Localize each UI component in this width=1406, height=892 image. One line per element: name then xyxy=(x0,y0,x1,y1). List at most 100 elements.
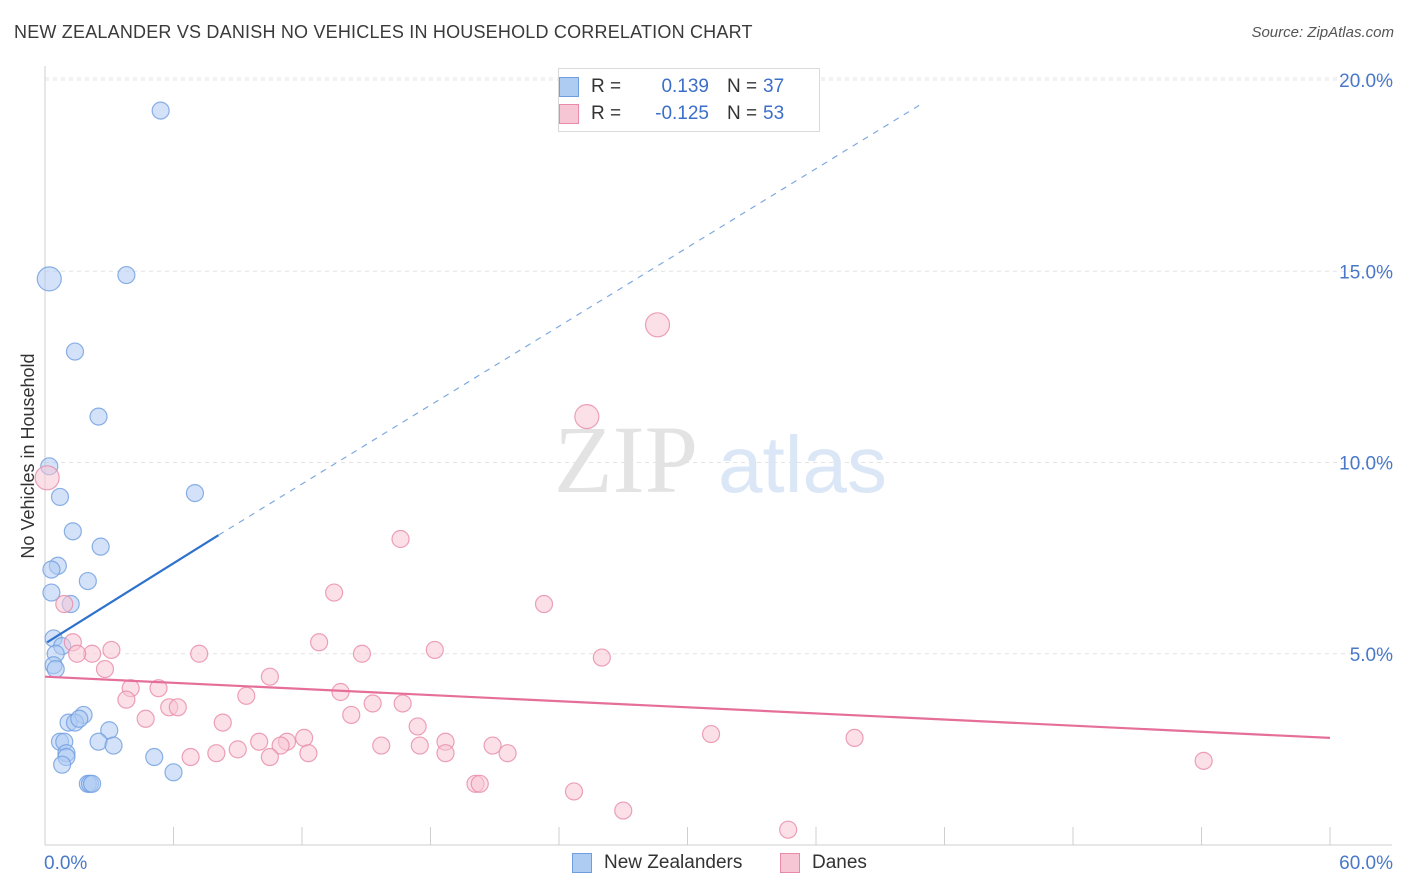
y-tick-label: 20.0% xyxy=(1339,71,1393,92)
point-danes xyxy=(779,820,798,839)
point-danes xyxy=(190,644,209,663)
point-danes xyxy=(534,594,554,614)
point-new-zealanders xyxy=(89,407,108,426)
point-new-zealanders xyxy=(53,755,72,774)
x-tick-label-max: 60.0% xyxy=(1339,853,1393,874)
point-new-zealanders xyxy=(65,342,85,361)
point-danes xyxy=(295,728,314,748)
point-new-zealanders xyxy=(104,736,123,755)
point-danes xyxy=(213,713,232,732)
legend-r-label: R = xyxy=(591,76,622,97)
point-danes xyxy=(372,736,391,755)
point-new-zealanders xyxy=(151,101,170,120)
point-danes xyxy=(250,732,269,751)
point-danes xyxy=(614,801,633,820)
legend-row-new-zealanders: R = 0.139 N = 37 xyxy=(559,74,785,100)
point-danes xyxy=(363,694,382,713)
point-danes xyxy=(470,774,489,793)
legend-n-value: 37 xyxy=(763,76,785,97)
point-danes xyxy=(408,717,427,736)
series-swatch-blue xyxy=(572,853,592,873)
legend-row-danes: R = -0.125 N = 53 xyxy=(559,101,785,127)
point-danes xyxy=(55,594,74,614)
series-legend-danes[interactable]: Danes xyxy=(780,852,867,874)
point-new-zealanders xyxy=(145,747,164,767)
legend-r-value: 0.139 xyxy=(661,76,709,97)
legend-swatch-pink xyxy=(559,104,579,124)
point-danes xyxy=(564,782,584,801)
point-danes xyxy=(260,667,279,686)
point-danes xyxy=(68,644,87,663)
legend-r-label: R = xyxy=(591,103,622,124)
point-danes xyxy=(117,690,136,709)
series-label: New Zealanders xyxy=(604,852,743,873)
point-new-zealanders xyxy=(42,583,61,602)
point-danes xyxy=(228,740,247,759)
point-danes xyxy=(425,640,444,660)
point-danes xyxy=(102,640,121,660)
legend-n-value: 53 xyxy=(763,103,785,124)
legend-swatch-blue xyxy=(559,77,579,97)
point-danes xyxy=(310,633,329,652)
point-danes xyxy=(574,404,600,430)
point-new-zealanders xyxy=(89,732,108,751)
y-tick-label: 15.0% xyxy=(1339,262,1393,283)
y-axis-label: No Vehicles in Household xyxy=(18,353,38,558)
point-danes xyxy=(181,747,200,767)
tick-labels: 5.0% 10.0% 15.0% 20.0% 0.0% 60.0% xyxy=(44,71,1393,874)
series-swatch-pink xyxy=(780,853,800,873)
watermark-atlas: atlas xyxy=(718,420,887,509)
point-new-zealanders xyxy=(42,560,61,579)
trend-line-new-zealanders xyxy=(46,534,220,644)
point-danes xyxy=(498,744,517,763)
point-danes xyxy=(168,698,187,717)
point-new-zealanders xyxy=(83,774,102,793)
point-danes xyxy=(325,583,344,602)
point-danes xyxy=(342,705,361,725)
point-new-zealanders xyxy=(185,484,205,503)
point-danes xyxy=(393,694,412,713)
point-new-zealanders xyxy=(46,659,65,679)
point-new-zealanders xyxy=(63,522,82,541)
point-danes xyxy=(207,744,226,763)
point-new-zealanders xyxy=(36,266,62,292)
point-danes xyxy=(149,679,168,698)
point-danes xyxy=(644,312,671,338)
point-new-zealanders xyxy=(164,763,183,782)
y-tick-label: 10.0% xyxy=(1339,454,1393,475)
point-danes xyxy=(845,728,864,748)
point-danes xyxy=(483,736,502,755)
point-new-zealanders xyxy=(91,537,110,556)
axes xyxy=(44,66,1392,846)
data-points xyxy=(34,101,1213,839)
source-note: Source: ZipAtlas.com xyxy=(1251,24,1394,41)
point-danes xyxy=(352,644,372,663)
point-new-zealanders xyxy=(50,487,70,507)
point-new-zealanders xyxy=(70,709,89,728)
point-danes xyxy=(410,736,429,755)
series-legend-new-zealanders[interactable]: New Zealanders xyxy=(572,852,742,874)
series-legend: New Zealanders Danes xyxy=(0,852,1406,878)
y-tick-label: 5.0% xyxy=(1350,645,1393,666)
trend-lines xyxy=(44,102,1331,739)
point-danes xyxy=(1194,751,1213,770)
legend-r-value: -0.125 xyxy=(655,103,709,124)
gridlines xyxy=(45,77,1392,655)
correlation-legend: R = 0.139 N = 37 R = -0.125 N = 53 xyxy=(558,68,820,132)
point-danes xyxy=(237,686,256,705)
point-danes xyxy=(271,736,290,755)
point-new-zealanders xyxy=(117,265,136,285)
point-danes xyxy=(436,744,455,763)
trend-extension-new-zealanders xyxy=(218,102,924,536)
point-new-zealanders xyxy=(78,571,97,591)
x-tick-label-min: 0.0% xyxy=(44,853,87,874)
point-danes xyxy=(592,648,611,667)
point-danes xyxy=(136,709,155,728)
series-label: Danes xyxy=(812,852,867,873)
point-danes xyxy=(299,744,318,763)
point-danes xyxy=(95,659,115,679)
point-danes xyxy=(34,465,60,491)
legend-n-label: N = xyxy=(727,103,758,124)
point-danes xyxy=(391,529,410,549)
